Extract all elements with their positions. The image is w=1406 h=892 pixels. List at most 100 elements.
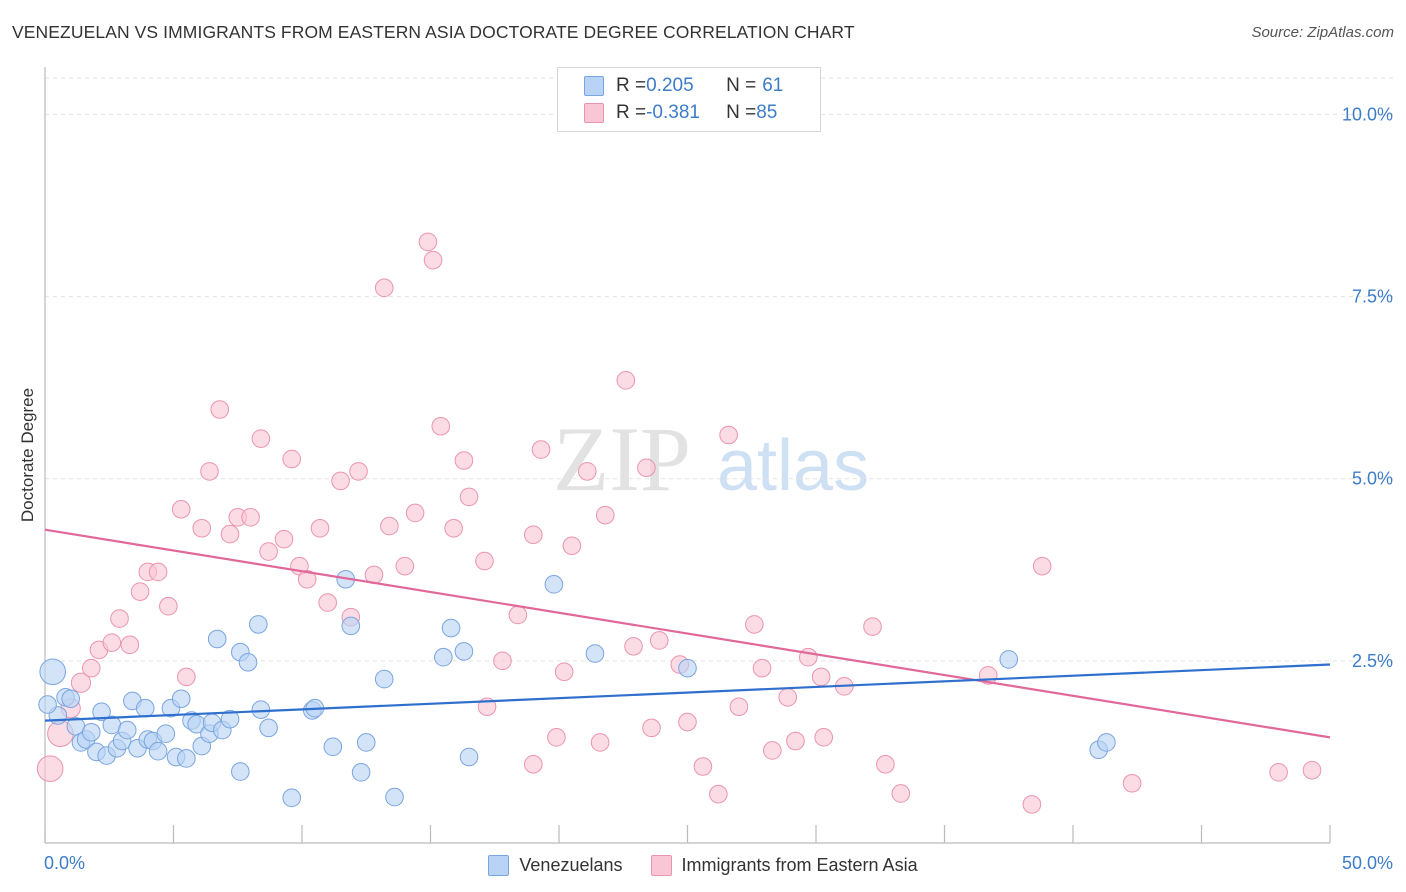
data-point-venezuelans [92, 702, 111, 722]
n-label: N = [726, 75, 757, 96]
data-point-venezuelans [341, 616, 361, 636]
data-point-venezuelans [434, 647, 453, 667]
data-point-eastern-asia [405, 503, 425, 523]
r-label: R = [616, 102, 647, 123]
y-axis-label: Doctorate Degree [18, 388, 37, 522]
data-point-eastern-asia [130, 582, 150, 601]
r-value: -0.381 [646, 102, 700, 123]
data-point-eastern-asia [524, 525, 543, 545]
data-point-venezuelans [356, 733, 376, 752]
data-point-venezuelans [259, 718, 278, 738]
data-point-eastern-asia [431, 416, 451, 436]
data-point-eastern-asia [1122, 773, 1142, 793]
data-point-venezuelans [177, 749, 196, 768]
data-point-eastern-asia [444, 518, 463, 538]
data-point-eastern-asia [577, 462, 597, 481]
n-label: N = [726, 102, 757, 123]
data-point-venezuelans [220, 709, 240, 729]
data-point-eastern-asia [475, 551, 494, 571]
data-point-venezuelans [678, 658, 697, 678]
data-point-eastern-asia [318, 593, 338, 612]
data-point-venezuelans [999, 650, 1019, 669]
data-point-venezuelans [231, 762, 250, 781]
data-point-eastern-asia [200, 462, 219, 481]
data-point-venezuelans [207, 629, 227, 649]
legend-swatch-venezuelans [584, 76, 604, 96]
data-point-venezuelans [459, 747, 479, 767]
data-point-venezuelans [249, 615, 268, 634]
chart-title: VENEZUELAN VS IMMIGRANTS FROM EASTERN AS… [12, 22, 855, 42]
data-point-eastern-asia [1022, 795, 1042, 814]
data-point-venezuelans [385, 787, 404, 807]
x-tick-label: 0.0% [44, 853, 85, 873]
data-point-eastern-asia [454, 451, 474, 470]
y-tick-label: 7.5% [1352, 287, 1393, 307]
data-point-eastern-asia [192, 518, 212, 538]
data-point-eastern-asia [678, 712, 697, 732]
data-point-eastern-asia [331, 471, 350, 491]
data-point-eastern-asia [595, 505, 615, 525]
data-point-eastern-asia [814, 728, 834, 747]
data-point-eastern-asia [778, 687, 798, 707]
data-point-eastern-asia [624, 636, 643, 656]
trend-line-eastern-asia [44, 528, 1331, 739]
data-point-eastern-asia [148, 562, 168, 582]
data-point-venezuelans [39, 658, 67, 686]
data-point-eastern-asia [637, 458, 656, 478]
data-point-venezuelans [135, 698, 155, 718]
data-point-eastern-asia [297, 569, 317, 589]
data-point-venezuelans [585, 644, 605, 663]
r-label: R = [616, 75, 647, 96]
data-point-eastern-asia [752, 658, 772, 678]
data-point-venezuelans [544, 575, 564, 594]
series-legend: Venezuelans Immigrants from Eastern Asia [0, 852, 1406, 878]
data-point-venezuelans [38, 695, 57, 714]
legend-swatch-eastern-asia [650, 854, 672, 876]
data-point-venezuelans [454, 642, 474, 661]
data-point-eastern-asia [811, 667, 831, 687]
data-point-venezuelans [351, 763, 371, 782]
data-point-venezuelans [117, 720, 137, 740]
data-point-eastern-asia [70, 672, 92, 693]
data-point-eastern-asia [508, 605, 528, 625]
y-tick-label: 2.5% [1352, 651, 1393, 671]
legend-swatch-venezuelans [488, 854, 510, 876]
data-point-eastern-asia [1302, 760, 1322, 780]
legend-item-venezuelans[interactable]: Venezuelans [488, 854, 623, 876]
data-point-eastern-asia [210, 400, 230, 419]
data-point-eastern-asia [349, 462, 368, 481]
data-point-eastern-asia [374, 278, 394, 298]
data-point-eastern-asia [310, 518, 330, 538]
data-point-eastern-asia [459, 487, 479, 507]
data-point-eastern-asia [719, 425, 738, 445]
data-point-eastern-asia [1032, 556, 1052, 576]
series-venezuelans [38, 569, 1116, 808]
x-tick-label: 50.0% [1342, 853, 1393, 873]
data-point-eastern-asia [863, 617, 882, 636]
data-point-eastern-asia [524, 755, 543, 774]
data-point-venezuelans [61, 689, 80, 709]
data-point-eastern-asia [729, 697, 749, 717]
legend-label-eastern-asia: Immigrants from Eastern Asia [681, 854, 918, 875]
data-point-eastern-asia [876, 755, 895, 774]
stats-legend: R = 0.205 N = 61 R = -0.381 N = 85 [557, 67, 821, 132]
data-point-eastern-asia [1269, 763, 1288, 782]
y-tick-label: 10.0% [1342, 104, 1393, 124]
data-point-eastern-asia [423, 250, 443, 270]
data-point-eastern-asia [171, 500, 191, 519]
stats-legend-row-venezuelans: R = 0.205 N = 61 [584, 74, 783, 98]
legend-label-venezuelans: Venezuelans [519, 854, 623, 875]
data-point-venezuelans [171, 689, 191, 709]
y-tick-label: 5.0% [1352, 469, 1393, 489]
data-point-venezuelans [323, 737, 343, 757]
data-point-eastern-asia [531, 440, 551, 459]
data-point-eastern-asia [693, 757, 713, 776]
data-point-eastern-asia [554, 662, 574, 682]
data-point-venezuelans [441, 618, 461, 638]
legend-swatch-eastern-asia [584, 103, 604, 123]
legend-item-eastern-asia[interactable]: Immigrants from Eastern Asia [650, 854, 918, 876]
data-point-venezuelans [251, 700, 271, 719]
data-point-eastern-asia [786, 731, 805, 751]
data-point-eastern-asia [36, 755, 64, 782]
data-point-eastern-asia [590, 733, 610, 752]
